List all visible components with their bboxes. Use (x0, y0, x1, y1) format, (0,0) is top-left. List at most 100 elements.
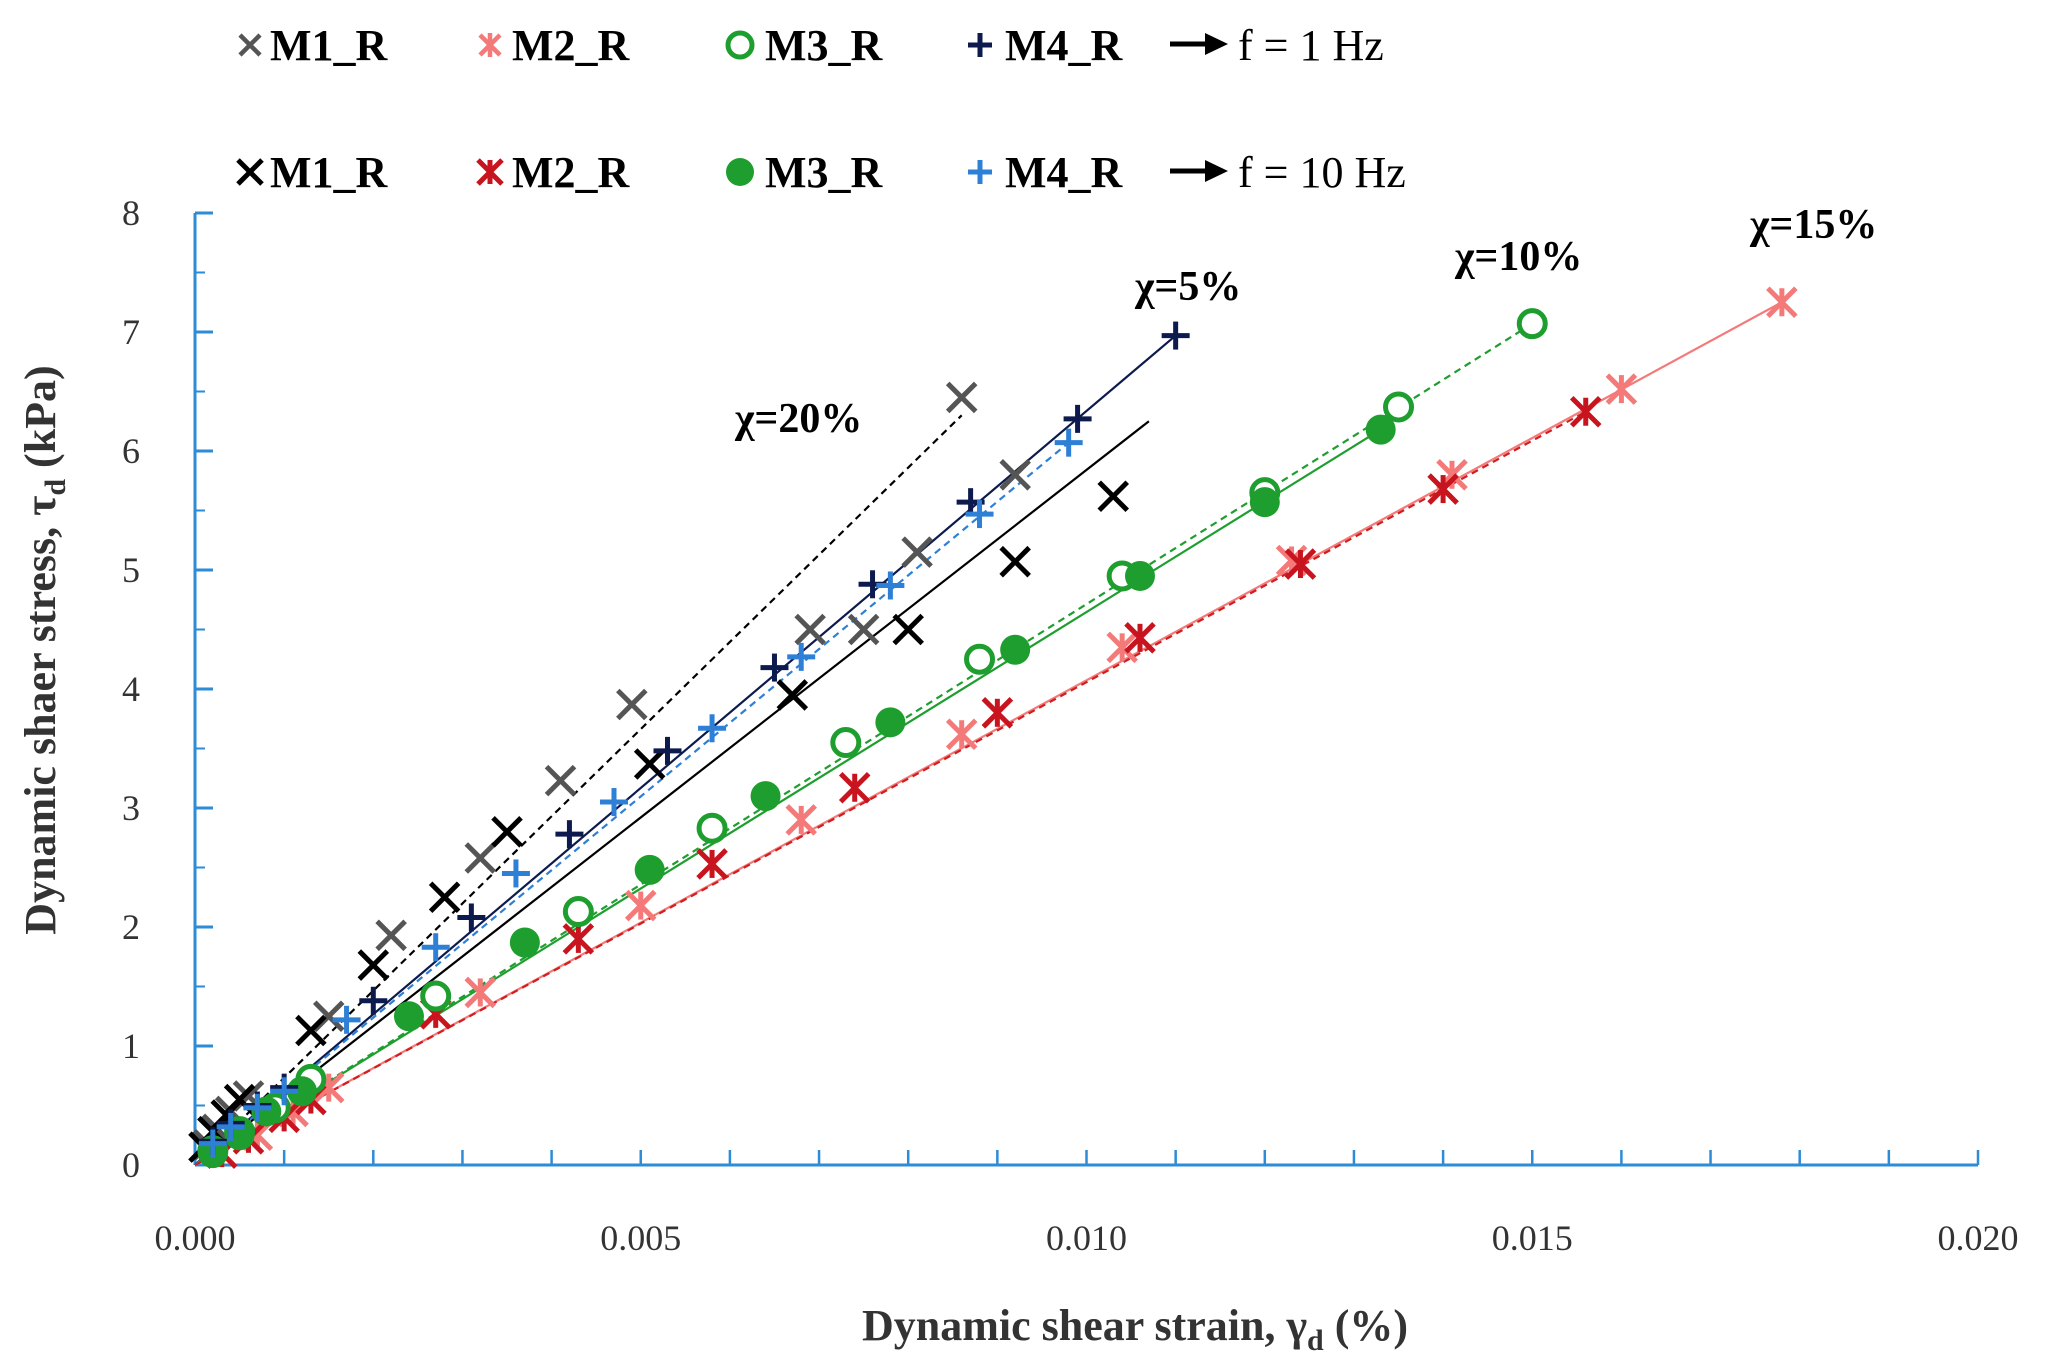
data-point (457, 903, 486, 932)
legend-frequency-10hz: f = 10 Hz (1238, 148, 1406, 197)
x-tick-label: 0.005 (600, 1218, 681, 1258)
data-point (876, 571, 905, 600)
data-point (653, 736, 682, 765)
legend-m2-1hz-label: M2_R (512, 21, 631, 70)
data-point (981, 697, 1014, 729)
data-point (1766, 286, 1798, 319)
legend-m3-10hz-marker (726, 158, 754, 186)
y-tick-label: 2 (122, 907, 140, 947)
legend-m1-10hz-label: M1_R (270, 148, 389, 197)
y-tick-label: 4 (122, 669, 140, 709)
legend-m1-10hz-marker (236, 158, 264, 186)
data-point (1516, 308, 1548, 340)
legend-m2-10hz-label: M2_R (512, 148, 631, 197)
legend-m1-1hz-label: M1_R (270, 21, 389, 70)
data-point (501, 859, 530, 888)
data-point (270, 1077, 299, 1106)
legend-m3-1hz-marker (725, 30, 755, 60)
legend-m2-1hz-marker (478, 33, 502, 57)
data-point (901, 536, 933, 568)
data-point (243, 1093, 272, 1122)
data-point (1249, 487, 1280, 518)
data-point (750, 781, 781, 812)
data-point (1605, 373, 1638, 405)
trendlines (194, 301, 1783, 1166)
y-tick-label: 6 (122, 431, 140, 471)
trendline-m4_10hz_fit (194, 441, 1070, 1166)
legend-arrow-10hz (1170, 160, 1228, 182)
x-axis-title: Dynamic shear strain, γd (%) (862, 1301, 1408, 1357)
series-m4_10hz (198, 428, 1083, 1158)
data-point (616, 688, 648, 721)
data-point (624, 889, 657, 922)
data-point (1000, 634, 1031, 665)
data-point (634, 854, 665, 885)
data-point (359, 986, 388, 1015)
legend-arrow-1hz (1170, 33, 1228, 55)
y-tick-label: 5 (122, 550, 140, 590)
trendline-chi20 (194, 414, 963, 1166)
data-point (1124, 560, 1155, 591)
data-point (1427, 473, 1459, 505)
data-point (787, 642, 816, 671)
legend-m3-1hz-label: M3_R (765, 21, 884, 70)
data-point (875, 707, 906, 738)
data-point (698, 714, 727, 743)
data-point (830, 727, 862, 759)
series-m2_10hz (205, 395, 1602, 1169)
data-point (198, 1129, 227, 1158)
data-point (633, 748, 666, 780)
data-point (838, 772, 871, 804)
data-point (1124, 622, 1156, 654)
data-point (286, 1076, 317, 1107)
annotation-chi-15: χ=15% (1749, 202, 1877, 248)
legend-m4-10hz-marker (968, 160, 992, 184)
legend-row-1: M1_R M2_R M3_R M4_R f = 1 Hz (238, 21, 1384, 70)
data-point (760, 653, 789, 682)
data-point (999, 459, 1031, 491)
annotation-chi-20: χ=20% (734, 396, 862, 442)
data-point (312, 1000, 345, 1033)
y-tick-label: 3 (122, 788, 140, 828)
data-point (600, 788, 629, 817)
x-tick-label: 0.020 (1938, 1218, 2019, 1258)
trendline-m1_10hz_fit (194, 420, 1150, 1166)
legend-m2-10hz-marker (476, 158, 504, 186)
data-point (1365, 414, 1396, 445)
trendline-m2_10hz_fit (194, 410, 1587, 1166)
data-point (562, 923, 595, 955)
data-point (776, 679, 809, 711)
trendline-m4_1hz_fit (194, 334, 1177, 1166)
data-point (428, 881, 461, 914)
x-tick-label: 0.010 (1046, 1218, 1127, 1258)
legend-m4-1hz-label: M4_R (1005, 21, 1124, 70)
data-point (1383, 391, 1415, 423)
data-point (1054, 428, 1083, 457)
data-point (945, 718, 978, 750)
data-point (1284, 548, 1317, 580)
x-tick-label: 0.015 (1492, 1218, 1573, 1258)
trendline-m3_1hz_fit (194, 322, 1533, 1166)
data-point (964, 643, 996, 675)
data-point (295, 1014, 327, 1047)
data-point (945, 381, 978, 414)
data-point (375, 919, 407, 952)
data-point (1097, 480, 1130, 512)
data-points (188, 286, 1798, 1169)
data-point (1161, 321, 1190, 350)
legend-frequency-1hz: f = 1 Hz (1238, 21, 1384, 70)
data-point (562, 896, 594, 928)
data-point (785, 804, 817, 836)
data-point (1106, 631, 1138, 664)
data-point (1569, 395, 1602, 428)
data-point (357, 949, 390, 981)
data-point (420, 980, 452, 1012)
legend-m3-10hz-label: M3_R (765, 148, 884, 197)
data-point (965, 500, 994, 529)
data-point (892, 613, 924, 646)
data-point (555, 820, 584, 849)
data-point (332, 1005, 361, 1034)
data-point (421, 933, 450, 962)
data-point (491, 816, 523, 848)
